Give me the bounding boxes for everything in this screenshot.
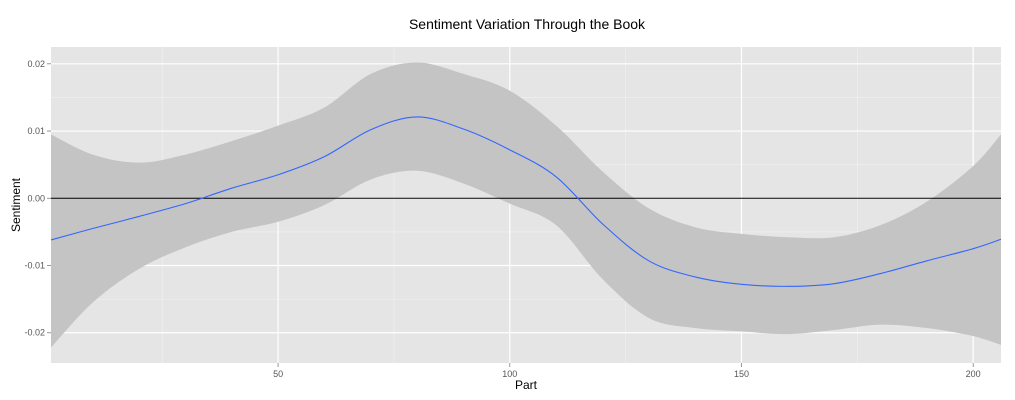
chart-title: Sentiment Variation Through the Book — [409, 16, 646, 32]
axis-tick-labels: 50 100 150 200 -0.02 -0.01 0.00 0.01 0.02 — [24, 59, 980, 379]
y-tick-label: -0.01 — [24, 261, 45, 271]
y-tick-label: 0.01 — [27, 126, 45, 136]
x-tick-label: 50 — [273, 369, 283, 379]
confidence-ribbon — [51, 62, 1001, 348]
y-axis-title: Sentiment — [9, 177, 23, 232]
axis-ticks — [47, 63, 974, 367]
x-tick-label: 200 — [966, 369, 981, 379]
x-tick-label: 150 — [734, 369, 749, 379]
x-tick-label: 100 — [502, 369, 517, 379]
y-tick-label: -0.02 — [24, 328, 45, 338]
smoothed-sentiment-line — [50, 116, 1002, 287]
y-tick-label: 0.02 — [27, 59, 45, 69]
y-tick-label: 0.00 — [27, 193, 45, 203]
x-axis-title: Part — [515, 378, 538, 392]
